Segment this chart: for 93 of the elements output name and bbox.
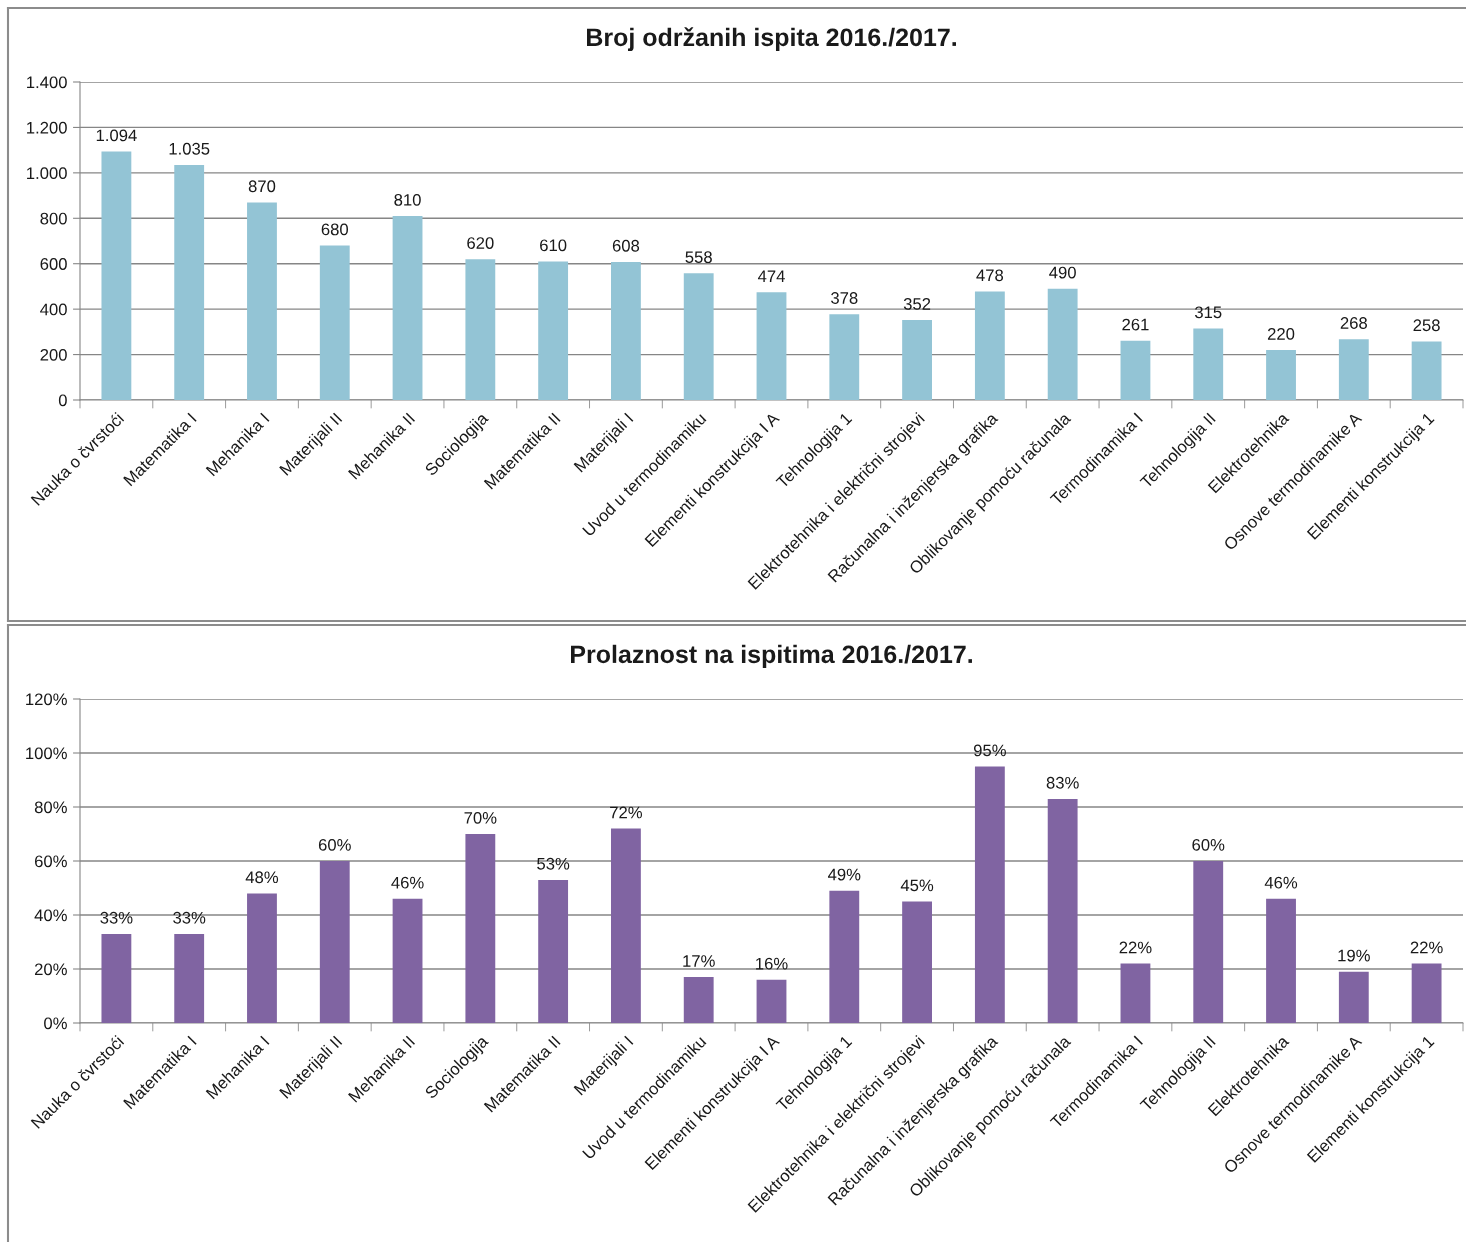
bar — [1411, 963, 1442, 1023]
y-tick-label: 200 — [40, 348, 67, 361]
data-label: 810 — [394, 193, 421, 206]
bar — [174, 933, 205, 1023]
bar — [611, 828, 641, 1023]
data-label: 474 — [757, 270, 785, 282]
data-label: 258 — [1413, 319, 1440, 332]
bar — [829, 890, 860, 1023]
data-label: 352 — [903, 298, 931, 310]
bar — [174, 164, 205, 400]
data-label: 46% — [1264, 876, 1298, 889]
bar — [319, 245, 350, 400]
data-label: 33% — [100, 911, 133, 924]
y-tick-label: 400 — [40, 303, 67, 316]
y-tick-label: 100% — [26, 747, 67, 760]
y-tick-label: 80% — [34, 801, 67, 814]
y-tick-label: 0 — [58, 394, 67, 407]
y-tick-label: 800 — [40, 212, 67, 225]
bar — [974, 291, 1005, 400]
data-label: 620 — [467, 237, 494, 249]
bar — [902, 320, 932, 400]
data-label: 680 — [321, 223, 349, 236]
bar — [829, 314, 860, 400]
y-tick-label: 120% — [26, 693, 67, 706]
data-label: 17% — [683, 955, 715, 967]
bar — [247, 202, 277, 400]
data-label: 19% — [1338, 949, 1370, 962]
y-tick-label: 1.000 — [27, 167, 67, 180]
data-label: 60% — [1192, 838, 1225, 851]
data-label: 261 — [1122, 318, 1149, 331]
bar — [1338, 339, 1369, 400]
bar — [1047, 288, 1078, 400]
data-label: 45% — [900, 879, 934, 892]
data-label: 22% — [1119, 941, 1152, 954]
bar — [1338, 971, 1369, 1023]
bar — [538, 879, 569, 1023]
data-label: 1.094 — [96, 129, 137, 142]
data-label: 83% — [1046, 776, 1079, 789]
y-tick-label: 1.400 — [27, 76, 67, 89]
data-label: 72% — [610, 806, 643, 819]
data-label: 33% — [173, 911, 206, 924]
data-label: 70% — [464, 811, 497, 824]
bar — [1266, 350, 1296, 400]
bar — [611, 261, 641, 400]
data-label: 48% — [245, 871, 279, 884]
y-tick-label: 0% — [44, 1017, 67, 1030]
bar — [756, 979, 787, 1023]
bar — [1266, 898, 1296, 1023]
data-label: 22% — [1410, 941, 1443, 954]
y-tick-label: 60% — [34, 855, 67, 868]
y-tick-label: 1.200 — [27, 121, 67, 134]
bar — [247, 893, 277, 1023]
data-label: 490 — [1049, 266, 1076, 279]
bar — [465, 834, 496, 1023]
data-label: 53% — [537, 857, 570, 870]
data-label: 378 — [831, 292, 858, 304]
bar — [1120, 340, 1151, 400]
bar — [319, 861, 350, 1023]
chart-title: Broj održanih ispita 2016./2017. — [587, 27, 956, 52]
bar — [465, 259, 496, 400]
y-tick-label: 600 — [40, 258, 67, 270]
y-tick-label: 20% — [34, 963, 67, 976]
bar — [1193, 328, 1224, 400]
data-label: 478 — [976, 269, 1004, 282]
bar — [1193, 861, 1224, 1023]
data-label: 870 — [248, 180, 276, 193]
data-label: 49% — [827, 868, 861, 881]
data-label: 610 — [540, 239, 567, 252]
chart-title: Prolaznost na ispitima 2016./2017. — [571, 644, 972, 669]
bar — [683, 273, 714, 400]
data-label: 558 — [685, 251, 712, 264]
bar — [902, 901, 932, 1023]
bar — [392, 216, 423, 400]
bar — [756, 292, 787, 400]
bar — [538, 261, 569, 400]
data-label: 220 — [1267, 327, 1295, 340]
data-label: 1.035 — [169, 142, 210, 155]
data-label: 46% — [391, 876, 424, 889]
data-label: 16% — [756, 957, 788, 970]
bar — [974, 766, 1005, 1023]
bar — [1047, 798, 1078, 1023]
data-label: 315 — [1194, 306, 1222, 319]
bar — [1120, 963, 1151, 1023]
data-label: 60% — [318, 838, 351, 851]
bar — [1411, 341, 1442, 400]
data-label: 268 — [1340, 317, 1367, 329]
y-tick-label: 40% — [34, 909, 67, 922]
bar — [683, 977, 714, 1023]
data-label: 608 — [612, 239, 640, 252]
bar — [101, 933, 132, 1023]
bar — [392, 898, 423, 1023]
data-label: 95% — [973, 744, 1006, 757]
bar — [101, 151, 132, 400]
